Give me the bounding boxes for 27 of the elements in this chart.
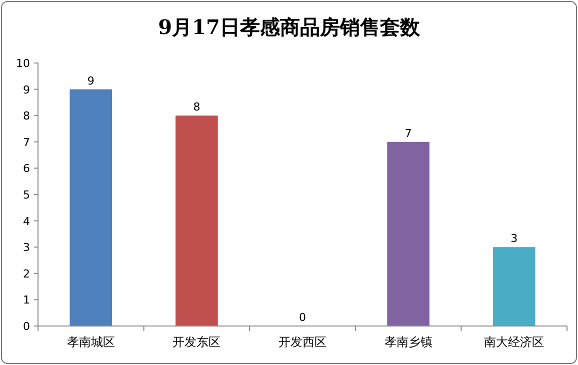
- x-tick-label: 孝南乡镇: [384, 335, 432, 349]
- bar: [176, 116, 218, 326]
- y-tick-label: 2: [23, 267, 30, 280]
- bar: [387, 142, 430, 326]
- bar: [492, 247, 536, 326]
- chart-title: 9月17日孝感商品房销售套数: [158, 15, 421, 39]
- x-tick-label: 南大经济区: [484, 335, 544, 349]
- y-tick-label: 6: [23, 162, 30, 176]
- data-label: 9: [87, 74, 94, 88]
- plot: 0 1 2 3 4 5 6 7 8 9 10 9 8 0 7 3 孝南城区 开发东区 开发西区 孝南乡镇 南大经济区: [16, 57, 568, 349]
- y-tick-label: 1: [23, 294, 30, 307]
- x-tick-label: 孝南城区: [66, 335, 115, 349]
- y-tick-label: 5: [23, 188, 30, 202]
- y-tick-label: 4: [23, 214, 30, 228]
- y-tick-label: 9: [23, 83, 30, 96]
- data-label: 7: [404, 126, 412, 140]
- data-label: 0: [299, 311, 306, 324]
- y-tick-label: 3: [23, 241, 30, 254]
- bar: [70, 89, 112, 326]
- data-label: 8: [193, 100, 200, 114]
- x-tick-label: 开发西区: [278, 335, 326, 349]
- x-tick-label: 开发东区: [172, 335, 221, 349]
- y-tick-label: 7: [23, 136, 30, 149]
- y-tick-label: 10: [16, 57, 30, 70]
- y-tick-label: 0: [23, 320, 30, 333]
- data-label: 3: [510, 232, 518, 246]
- y-tick-label: 8: [23, 110, 30, 123]
